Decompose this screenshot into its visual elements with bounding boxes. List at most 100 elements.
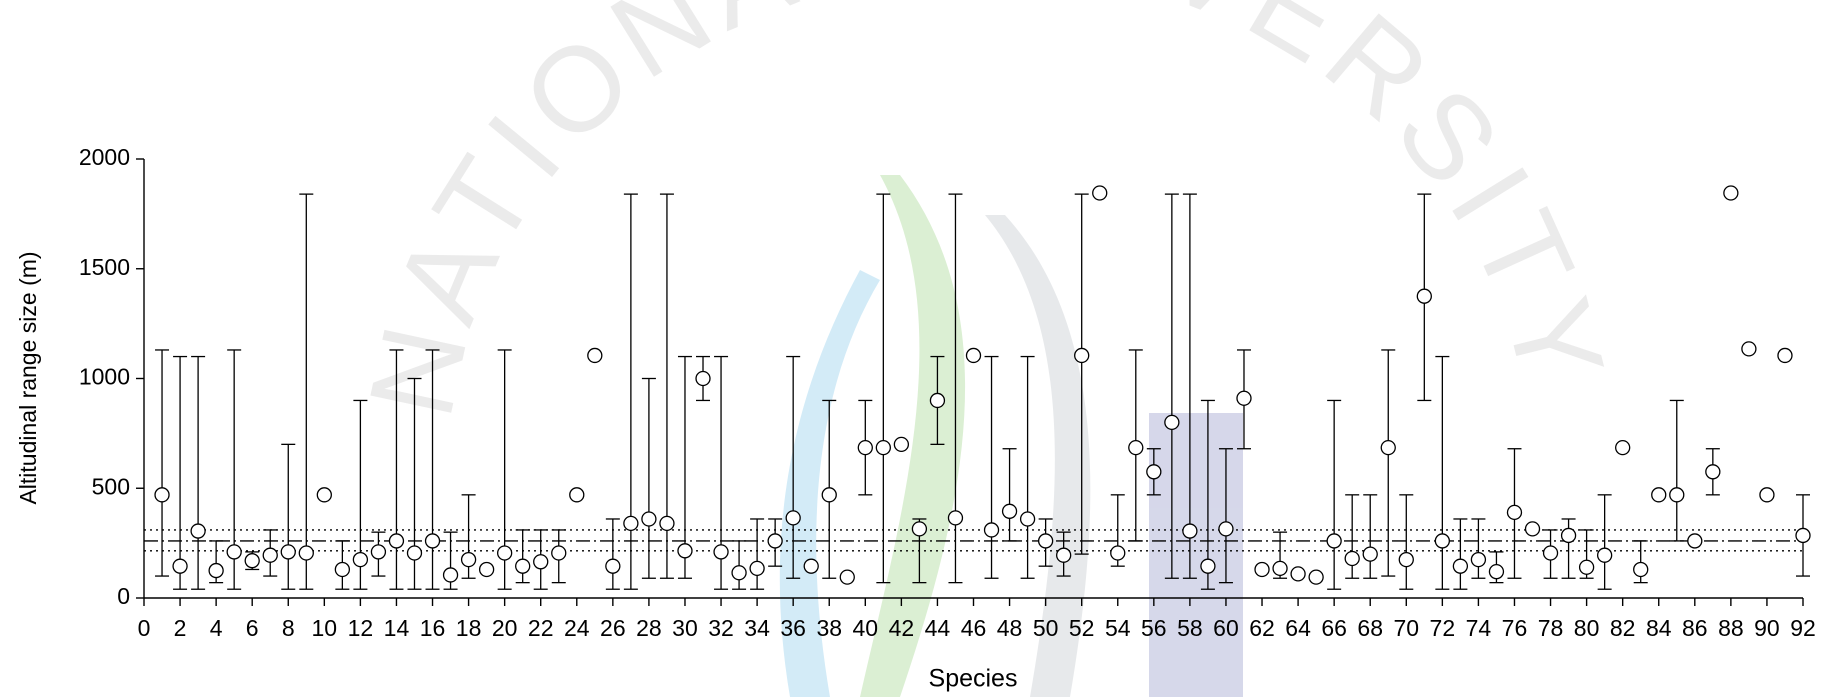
point — [209, 564, 223, 578]
point — [606, 559, 620, 573]
x-tick-label: 88 — [1718, 615, 1744, 641]
point — [1003, 504, 1017, 518]
point — [1489, 565, 1503, 579]
point — [263, 548, 277, 562]
x-tick-label: 8 — [282, 615, 295, 641]
x-tick-label: 24 — [564, 615, 590, 641]
x-tick-label: 92 — [1790, 615, 1816, 641]
point — [407, 546, 421, 560]
point — [426, 534, 440, 548]
point — [1327, 534, 1341, 548]
x-tick-label: 58 — [1177, 615, 1203, 641]
point — [1183, 524, 1197, 538]
x-tick-label: 80 — [1574, 615, 1600, 641]
watermark-shape — [1149, 413, 1243, 697]
point — [1399, 553, 1413, 567]
x-tick-label: 76 — [1502, 615, 1528, 641]
point — [1724, 186, 1738, 200]
point — [371, 545, 385, 559]
point — [768, 534, 782, 548]
point — [948, 511, 962, 525]
x-axis-label: Species — [929, 665, 1018, 693]
point — [1219, 522, 1233, 536]
point — [534, 555, 548, 569]
x-tick-label: 14 — [384, 615, 410, 641]
point — [1417, 289, 1431, 303]
y-axis-label: Altitudinal range size (m) — [15, 251, 41, 504]
point — [1345, 551, 1359, 565]
y-tick-label: 0 — [117, 583, 130, 609]
x-tick-label: 32 — [708, 615, 734, 641]
point — [1075, 348, 1089, 362]
point — [985, 523, 999, 537]
x-tick-label: 0 — [138, 615, 151, 641]
point — [227, 545, 241, 559]
y-tick-label: 2000 — [79, 144, 130, 170]
point — [155, 488, 169, 502]
point — [624, 516, 638, 530]
x-tick-label: 6 — [246, 615, 259, 641]
point — [1453, 559, 1467, 573]
x-tick-label: 48 — [997, 615, 1023, 641]
point — [1562, 528, 1576, 542]
x-tick-label: 2 — [174, 615, 187, 641]
point — [1760, 488, 1774, 502]
x-tick-label: 72 — [1430, 615, 1456, 641]
point — [1435, 534, 1449, 548]
point — [696, 372, 710, 386]
point — [1309, 570, 1323, 584]
point — [912, 522, 926, 536]
point — [1706, 465, 1720, 479]
point — [1670, 488, 1684, 502]
x-tick-label: 36 — [780, 615, 806, 641]
point — [1742, 342, 1756, 356]
point — [876, 441, 890, 455]
point — [335, 562, 349, 576]
x-tick-label: 20 — [492, 615, 518, 641]
point — [1652, 488, 1666, 502]
point — [1634, 562, 1648, 576]
point — [1616, 441, 1630, 455]
x-tick-label: 28 — [636, 615, 662, 641]
x-tick-label: 84 — [1646, 615, 1672, 641]
point — [173, 559, 187, 573]
x-tick-label: 74 — [1466, 615, 1492, 641]
point — [462, 553, 476, 567]
point — [1544, 546, 1558, 560]
chart: NATIONAL UNIVERSITY Altitudinal range si… — [0, 0, 1825, 697]
x-tick-label: 90 — [1754, 615, 1780, 641]
point — [191, 524, 205, 538]
point — [750, 561, 764, 575]
point — [299, 546, 313, 560]
point — [245, 554, 259, 568]
x-tick-label: 56 — [1141, 615, 1167, 641]
point — [1039, 534, 1053, 548]
point — [480, 562, 494, 576]
watermark-text: NATIONAL UNIVERSITY — [343, 0, 1633, 428]
point — [1201, 559, 1215, 573]
point — [1381, 441, 1395, 455]
x-tick-label: 16 — [420, 615, 446, 641]
point — [1237, 391, 1251, 405]
point — [732, 566, 746, 580]
x-tick-label: 18 — [456, 615, 482, 641]
x-tick-label: 70 — [1393, 615, 1419, 641]
x-tick-label: 4 — [210, 615, 223, 641]
point — [786, 511, 800, 525]
watermark-text-path: NATIONAL UNIVERSITY — [343, 0, 1633, 428]
point — [678, 544, 692, 558]
point — [660, 516, 674, 530]
point — [1165, 415, 1179, 429]
x-tick-label: 78 — [1538, 615, 1564, 641]
x-tick-label: 30 — [672, 615, 698, 641]
point — [1688, 534, 1702, 548]
point — [1363, 547, 1377, 561]
point — [967, 348, 981, 362]
point — [1778, 348, 1792, 362]
point — [1111, 546, 1125, 560]
point — [570, 488, 584, 502]
point — [1057, 548, 1071, 562]
point — [516, 559, 530, 573]
point — [552, 546, 566, 560]
point — [1021, 512, 1035, 526]
